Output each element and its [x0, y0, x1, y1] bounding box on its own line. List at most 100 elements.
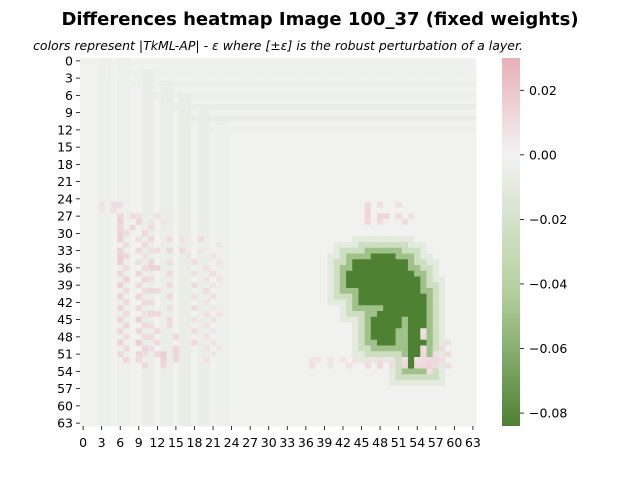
heatmap-cell [222, 127, 229, 134]
heatmap-cell [135, 230, 143, 237]
heatmap-cell [401, 224, 409, 231]
heatmap-cell [389, 109, 396, 116]
heatmap-cell [414, 178, 421, 185]
heatmap-cell [265, 86, 273, 93]
heatmap-cell [438, 351, 446, 358]
heatmap-cell [278, 178, 285, 185]
heatmap-cell [209, 334, 217, 341]
heatmap-cell [265, 155, 273, 162]
heatmap-cell [308, 357, 316, 364]
heatmap-cell [135, 351, 143, 358]
heatmap-cell [86, 201, 93, 208]
heatmap-cell [333, 242, 341, 249]
heatmap-cell [333, 92, 341, 99]
heatmap-cell [438, 69, 446, 76]
heatmap-cell [426, 305, 434, 312]
heatmap-cell [302, 259, 310, 266]
heatmap-cell [370, 63, 378, 70]
heatmap-cell [346, 322, 353, 329]
heatmap-cell [414, 155, 421, 162]
heatmap-cell [420, 265, 427, 272]
heatmap-cell [160, 322, 167, 329]
heatmap-cell [197, 63, 205, 70]
heatmap-cell [271, 92, 279, 99]
heatmap-cell [148, 155, 155, 162]
heatmap-cell [216, 155, 223, 162]
heatmap-cell [469, 242, 477, 249]
heatmap-cell [321, 362, 328, 369]
heatmap-cell [414, 368, 421, 375]
heatmap-cell [172, 115, 180, 122]
heatmap-cell [463, 178, 471, 185]
heatmap-cell [191, 322, 198, 329]
heatmap-cell [284, 201, 291, 208]
heatmap-cell [383, 69, 390, 76]
heatmap-cell [352, 328, 359, 335]
heatmap-cell [389, 270, 396, 277]
heatmap-cell [389, 121, 396, 128]
heatmap-cell [377, 345, 384, 352]
heatmap-cell [240, 63, 248, 70]
heatmap-cell [432, 408, 440, 415]
heatmap-cell [240, 270, 248, 277]
heatmap-cell [98, 173, 106, 180]
heatmap-cell [222, 167, 229, 174]
heatmap-cell [352, 230, 359, 237]
heatmap-cell [216, 351, 223, 358]
heatmap-cell [148, 144, 155, 151]
heatmap-cell [172, 213, 180, 220]
heatmap-cell [463, 282, 471, 289]
heatmap-cell [228, 299, 236, 306]
heatmap-cell [445, 293, 452, 300]
heatmap-cell [445, 178, 452, 185]
heatmap-cell [302, 230, 310, 237]
heatmap-cell [216, 63, 223, 70]
heatmap-cell [228, 328, 236, 335]
heatmap-cell [166, 293, 174, 300]
heatmap-cell [321, 63, 328, 70]
heatmap-cell [308, 201, 316, 208]
heatmap-cell [104, 161, 112, 168]
heatmap-cell [209, 173, 217, 180]
heatmap-cell [166, 86, 174, 93]
heatmap-cell [284, 184, 291, 191]
heatmap-cell [222, 380, 229, 387]
heatmap-cell [432, 328, 440, 335]
heatmap-cell [308, 167, 316, 174]
heatmap-cell [197, 109, 205, 116]
heatmap-cell [110, 345, 118, 352]
heatmap-cell [463, 276, 471, 283]
heatmap-cell [346, 351, 353, 358]
heatmap-cell [247, 334, 254, 341]
heatmap-cell [339, 69, 347, 76]
heatmap-cell [98, 259, 106, 266]
heatmap-cell [432, 282, 440, 289]
heatmap-cell [234, 69, 242, 76]
heatmap-cell [240, 86, 248, 93]
heatmap-cell [383, 219, 390, 226]
heatmap-cell [451, 167, 458, 174]
heatmap-cell [265, 391, 273, 398]
heatmap-cell [395, 276, 403, 283]
heatmap-cell [352, 201, 359, 208]
heatmap-cell [209, 414, 217, 421]
x-tick-label: 54 [409, 435, 425, 450]
heatmap-cell [395, 322, 403, 329]
heatmap-cell [240, 121, 248, 128]
heatmap-cell [104, 357, 112, 364]
heatmap-cell [432, 288, 440, 295]
heatmap-cell [426, 351, 434, 358]
heatmap-cell [315, 58, 322, 65]
heatmap-cell [377, 391, 384, 398]
heatmap-cell [148, 115, 155, 122]
heatmap-cell [364, 391, 372, 398]
heatmap-cell [370, 414, 378, 421]
heatmap-cell [228, 224, 236, 231]
heatmap-cell [420, 109, 427, 116]
heatmap-cell [185, 236, 192, 243]
heatmap-cell [401, 339, 409, 346]
heatmap-cell [179, 322, 186, 329]
heatmap-cell [438, 259, 446, 266]
heatmap-cell [278, 276, 285, 283]
heatmap-cell [383, 385, 390, 392]
